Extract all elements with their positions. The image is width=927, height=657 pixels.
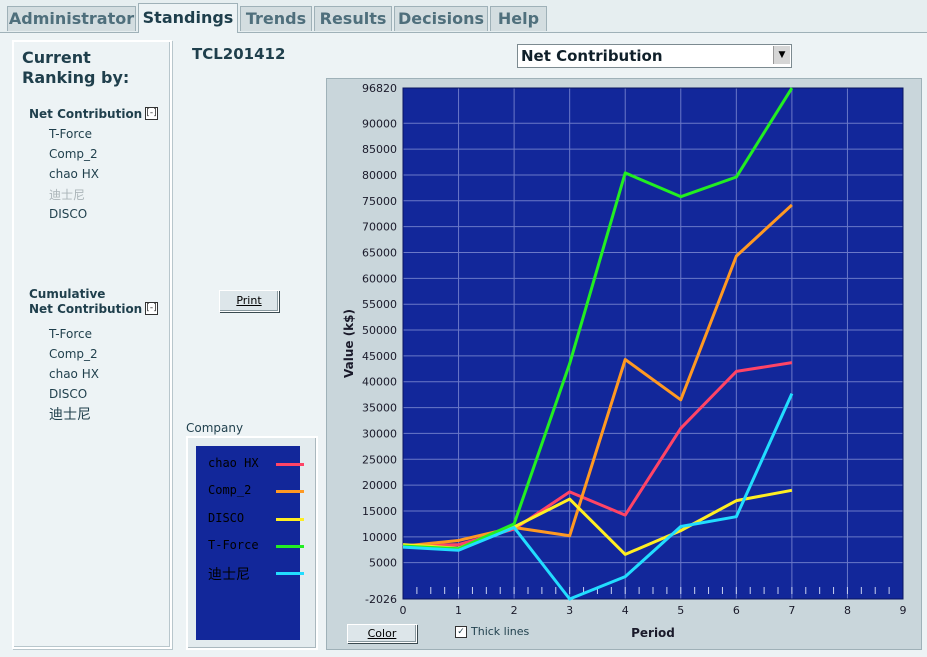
cumulative-rank-item: chao HX: [49, 367, 99, 381]
y-tick-label: 50000: [362, 324, 397, 337]
tab-results[interactable]: Results: [314, 6, 392, 31]
x-tick-label: 9: [900, 604, 907, 617]
y-tick-label: 40000: [362, 376, 397, 389]
cumulative-rank-item: Comp_2: [49, 347, 98, 361]
y-tick-label: 60000: [362, 272, 397, 285]
net-rank-item: T-Force: [49, 127, 93, 141]
y-tick-label: 80000: [362, 169, 397, 182]
series-line: [402, 393, 794, 601]
color-button[interactable]: Color: [347, 624, 417, 643]
thick-lines-label: Thick lines: [471, 625, 530, 638]
company-legend-label: Company: [186, 421, 244, 435]
y-axis-label: Value (k$): [342, 309, 356, 378]
plot-border: [402, 87, 904, 600]
x-axis-label: Period: [631, 626, 675, 640]
chart-area: -2026 5000 10000 15000 20000 25000 30000 35000 4…: [326, 78, 922, 650]
x-tick-label: 3: [566, 604, 573, 617]
legend-label-t-force: T-Force: [208, 538, 259, 552]
thick-lines-toggle[interactable]: ✓ Thick lines: [455, 625, 529, 638]
ranking-title-line2: Ranking by:: [22, 68, 130, 87]
y-tick-label: 70000: [362, 221, 397, 234]
tab-bar: Administrator Standings Trends Results D…: [0, 0, 927, 35]
legend-label-disco: DISCO: [208, 511, 245, 525]
y-tick-label: 55000: [362, 298, 397, 311]
thick-lines-checkbox[interactable]: ✓: [455, 626, 467, 638]
x-tick-label: 6: [733, 604, 740, 617]
tab-help[interactable]: Help: [490, 6, 547, 31]
y-tick-label: 10000: [362, 531, 397, 544]
legend-swatch-comp2: [276, 490, 304, 493]
cumulative-heading: Cumulative Net Contribution: [29, 287, 142, 317]
y-tick-label: 96820: [362, 82, 397, 95]
y-tick-label: 30000: [362, 427, 397, 440]
y-tick-label: 85000: [362, 143, 397, 156]
legend-swatch-t-force: [276, 545, 304, 548]
legend-label-comp2: Comp_2: [208, 483, 252, 497]
x-tick-label: 4: [622, 604, 629, 617]
net-contribution-heading: Net Contribution: [29, 107, 143, 121]
color-button-label: Color: [367, 627, 397, 640]
cumulative-heading-line1: Cumulative: [29, 287, 106, 301]
legend-label-chao-hx: chao HX: [208, 456, 259, 470]
series-line: [402, 87, 794, 551]
x-tick-label: 2: [511, 604, 518, 617]
legend-swatch-disney: [276, 572, 304, 575]
series-line: [402, 361, 793, 548]
legend-label-disney: 迪士尼: [208, 567, 250, 583]
y-tick-label: 35000: [362, 402, 397, 415]
legend-swatch-disco: [276, 518, 304, 521]
game-id-label: TCL201412: [192, 45, 286, 63]
x-tick-label: 1: [455, 604, 462, 617]
metric-select-value: Net Contribution: [521, 47, 663, 65]
ranking-panel: Current Ranking by: Net Contribution [-]…: [12, 40, 172, 649]
y-tick-label: 20000: [362, 479, 397, 492]
y-tick-label: 75000: [362, 195, 397, 208]
metric-select[interactable]: Net Contribution ▼: [517, 44, 792, 68]
y-tick-label: 25000: [362, 453, 397, 466]
tab-trends[interactable]: Trends: [240, 6, 312, 31]
cumulative-collapse-button[interactable]: [-]: [145, 302, 158, 315]
net-rank-item: DISCO: [49, 207, 88, 221]
y-tick-label: 5000: [369, 557, 397, 570]
x-tick-label: 5: [677, 604, 684, 617]
ranking-title: Current Ranking by:: [22, 48, 129, 88]
plot-background: [403, 88, 903, 599]
net-contribution-chart: -2026 5000 10000 15000 20000 25000 30000 35000 4…: [342, 82, 907, 640]
y-tick-label: 15000: [362, 505, 397, 518]
series-line: [402, 203, 793, 548]
x-tick-label: 0: [400, 604, 407, 617]
cumulative-rank-item: 迪士尼: [49, 407, 91, 423]
tab-administrator[interactable]: Administrator: [7, 6, 136, 31]
tab-standings[interactable]: Standings: [138, 3, 238, 35]
net-rank-item: 迪士尼: [49, 188, 86, 202]
company-legend-list: chao HX Comp_2 DISCO T-Force 迪士尼: [196, 446, 304, 640]
y-tick-label: 90000: [362, 117, 397, 130]
x-tick-label: 8: [844, 604, 851, 617]
tab-decisions[interactable]: Decisions: [394, 6, 488, 31]
net-rank-item: chao HX: [49, 167, 99, 181]
cumulative-heading-line2: Net Contribution: [29, 302, 143, 316]
cumulative-rank-item: T-Force: [49, 327, 93, 341]
company-legend: chao HX Comp_2 DISCO T-Force 迪士尼: [186, 436, 318, 650]
print-button[interactable]: Print: [219, 290, 279, 312]
x-tick-label: 7: [788, 604, 795, 617]
net-rank-item: Comp_2: [49, 147, 98, 161]
print-button-label: Print: [236, 294, 262, 307]
y-tick-label: -2026: [365, 593, 397, 606]
ranking-title-line1: Current: [22, 48, 91, 67]
chevron-down-icon[interactable]: ▼: [773, 46, 790, 64]
y-tick-label: 65000: [362, 246, 397, 259]
cumulative-rank-item: DISCO: [49, 387, 88, 401]
net-contribution-collapse-button[interactable]: [-]: [145, 107, 158, 120]
y-tick-label: 45000: [362, 350, 397, 363]
legend-swatch-chao-hx: [276, 463, 304, 466]
